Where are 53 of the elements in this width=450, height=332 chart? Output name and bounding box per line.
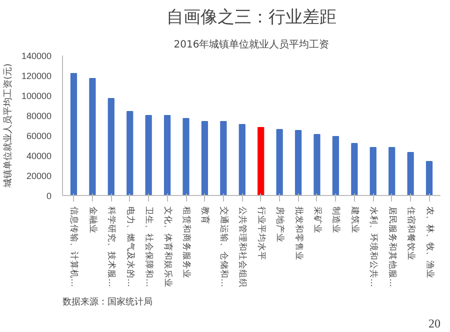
- x-tick-label: 农、林、牧、渔业: [424, 206, 436, 278]
- bar: [370, 147, 376, 196]
- y-tick-label: 80000: [26, 111, 52, 121]
- bar: [238, 124, 246, 196]
- bar: [182, 118, 190, 196]
- bar: [258, 127, 264, 196]
- x-tick-label: 住宿和餐饮业: [406, 206, 417, 260]
- x-tick-label: 电力、燃气及水的…: [124, 206, 136, 287]
- bar: [351, 143, 358, 196]
- bar: [220, 121, 227, 196]
- y-tick-label: 100000: [21, 91, 52, 101]
- x-tick-label: 教育: [200, 206, 211, 224]
- x-tick-label: 金融业: [87, 206, 98, 234]
- x-tick-label: 制造业: [330, 206, 342, 234]
- x-tick-label: 科学研究、技术服…: [106, 206, 118, 287]
- bar: [276, 129, 283, 196]
- bar: [126, 111, 134, 196]
- x-tick-label: 房地产业: [274, 206, 286, 242]
- x-tick-label: 交通运输、仓储和…: [218, 206, 230, 287]
- x-tick-label: 信息传输、计算机…: [68, 206, 80, 287]
- y-tick-label: 20000: [26, 171, 52, 181]
- bar: [108, 98, 114, 196]
- x-tick-label: 公共管理和社会组织: [237, 206, 248, 288]
- x-tick-label: 行业平均水平: [256, 206, 267, 260]
- bar: [89, 78, 96, 196]
- x-tick-label: 租赁和商务服务业: [181, 206, 192, 278]
- x-tick-label: 卫生、社会保障和…: [144, 206, 155, 287]
- bar: [426, 161, 433, 196]
- x-tick-label: 采矿业: [312, 206, 323, 234]
- x-tick-label: 文化、体育和娱乐业: [162, 206, 174, 288]
- y-axis-title: 城镇单位就业人员平均工资(元): [2, 63, 14, 189]
- bar: [70, 73, 78, 196]
- x-tick-label: 水利、环境和公共…: [368, 206, 380, 287]
- y-tick-label: 40000: [26, 151, 52, 161]
- bar: [314, 134, 320, 196]
- source-note: 数据来源：国家统计局: [62, 296, 152, 308]
- text: 20: [428, 316, 440, 330]
- bar: [294, 130, 302, 196]
- y-tick-label: 140000: [21, 51, 52, 61]
- bar: [332, 136, 340, 196]
- x-tick-label: 批发和零售业: [293, 206, 304, 260]
- bar: [164, 115, 171, 196]
- chart-subtitle: 2016年城镇单位就业人员平均工资: [174, 38, 330, 50]
- x-tick-label: 居民服务和其他服…: [386, 206, 398, 287]
- bar: [407, 152, 414, 196]
- chart-title: 自画像之三：行业差距: [166, 8, 336, 28]
- bar: [201, 121, 208, 196]
- bar: [145, 115, 152, 196]
- y-tick-label: 120000: [21, 71, 52, 81]
- x-tick-label: 建筑业: [349, 206, 360, 234]
- bar: [388, 147, 396, 196]
- y-tick-label: 60000: [26, 131, 52, 141]
- y-tick-label: 0: [46, 191, 52, 201]
